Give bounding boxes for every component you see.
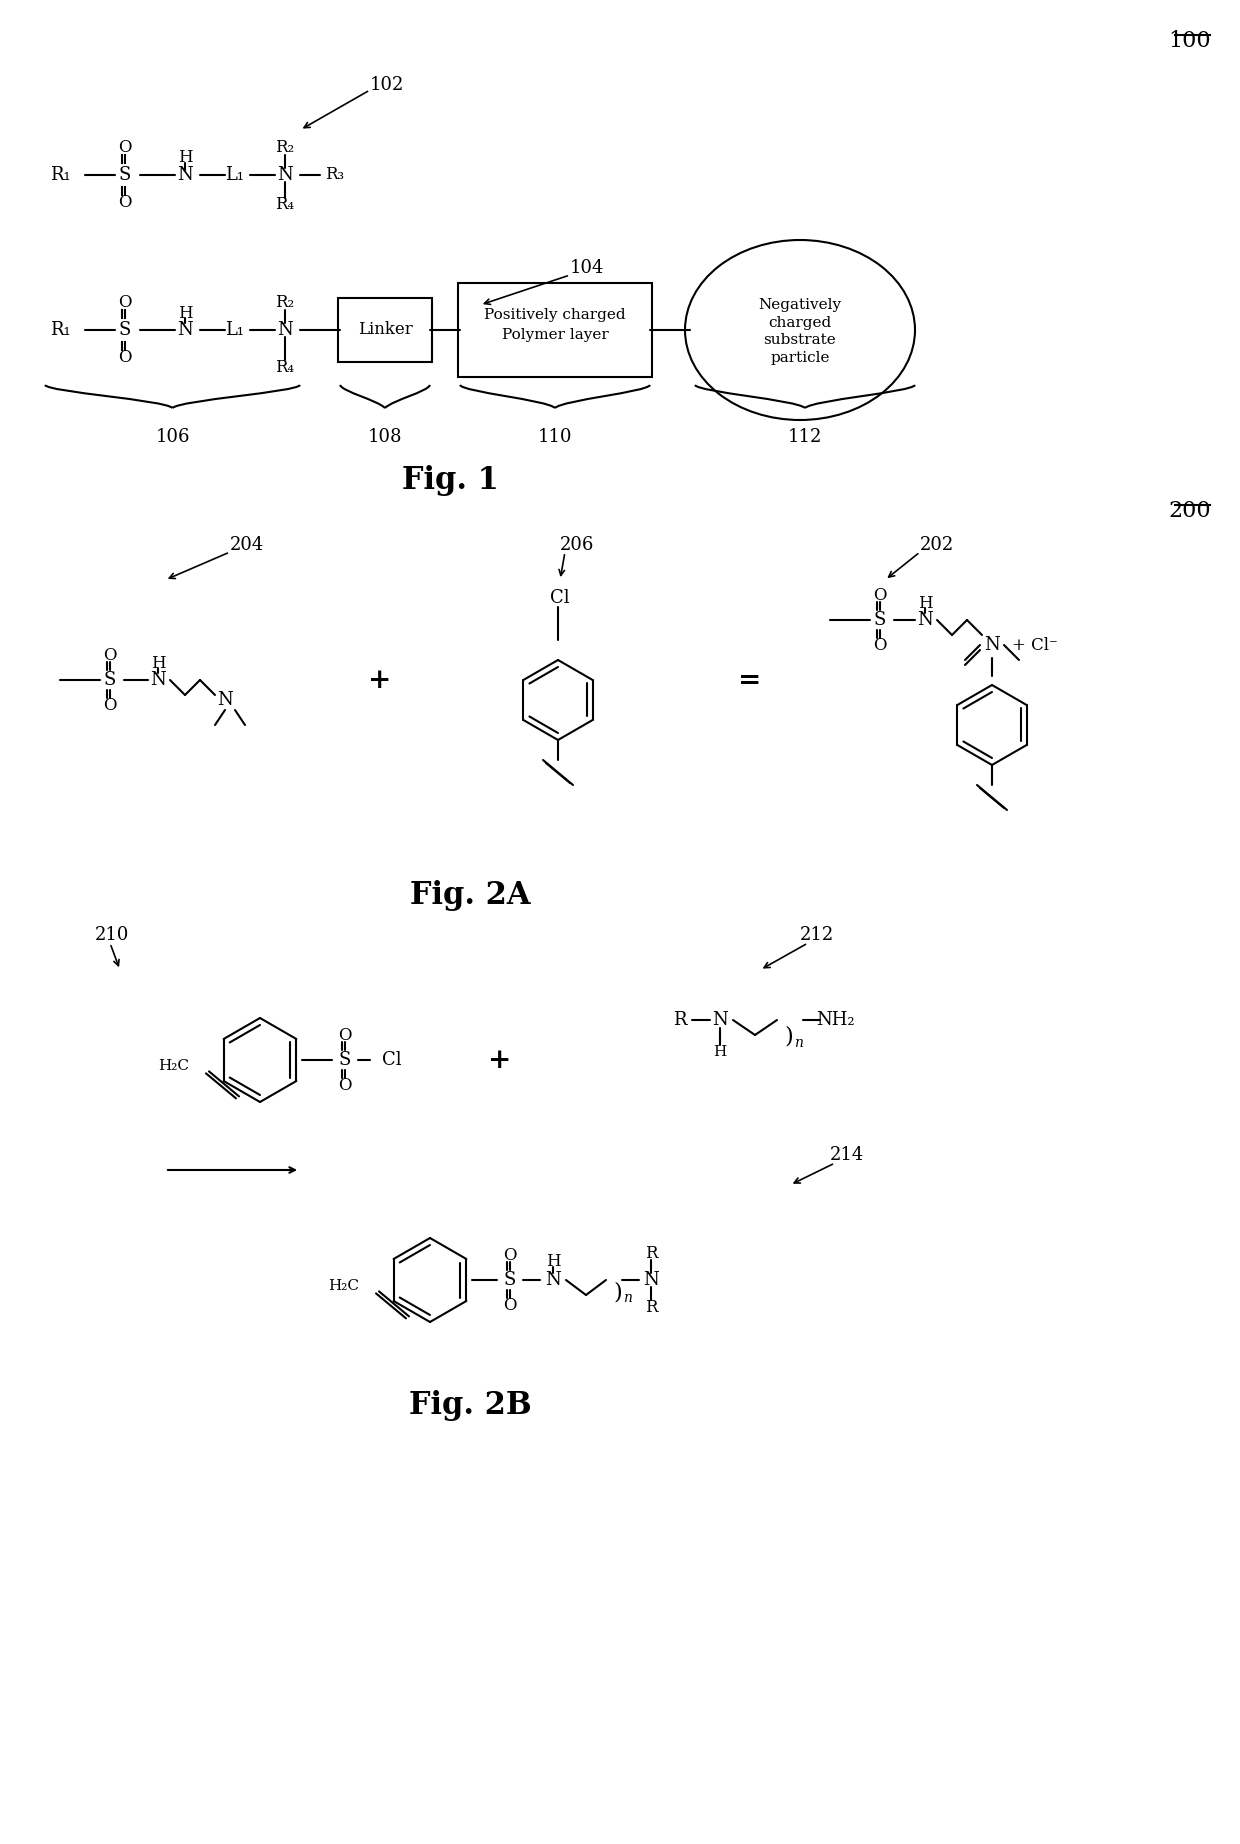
- Text: O: O: [503, 1247, 517, 1263]
- Text: 204: 204: [229, 537, 264, 553]
- Text: O: O: [103, 697, 117, 714]
- Text: Fig. 2A: Fig. 2A: [409, 880, 531, 911]
- Text: N: N: [177, 166, 193, 184]
- Text: n: n: [622, 1291, 631, 1306]
- Text: L₁: L₁: [226, 321, 244, 339]
- Text: N: N: [177, 321, 193, 339]
- Text: H: H: [918, 594, 932, 612]
- Text: N: N: [150, 671, 166, 690]
- Text: ): ): [614, 1282, 622, 1304]
- Text: Negatively: Negatively: [759, 299, 842, 312]
- Text: R₁: R₁: [50, 321, 71, 339]
- Text: S: S: [119, 321, 131, 339]
- Text: S: S: [339, 1051, 351, 1070]
- Text: Positively charged: Positively charged: [484, 308, 626, 323]
- Text: ): ): [785, 1025, 794, 1047]
- Text: N: N: [217, 692, 233, 708]
- Text: O: O: [503, 1296, 517, 1313]
- Text: R₄: R₄: [275, 197, 295, 214]
- Text: H: H: [177, 304, 192, 321]
- Text: H: H: [151, 655, 165, 671]
- Text: R₄: R₄: [275, 358, 295, 376]
- Text: 104: 104: [570, 258, 604, 277]
- Text: 206: 206: [560, 537, 594, 553]
- Text: N: N: [712, 1011, 728, 1029]
- Text: NH₂: NH₂: [816, 1011, 854, 1029]
- Text: O: O: [873, 636, 887, 653]
- Text: O: O: [339, 1077, 352, 1093]
- Text: O: O: [873, 586, 887, 603]
- Text: N: N: [918, 610, 932, 629]
- Text: N: N: [644, 1271, 658, 1289]
- Text: N: N: [277, 166, 293, 184]
- Text: Fig. 2B: Fig. 2B: [409, 1390, 531, 1422]
- Text: S: S: [119, 166, 131, 184]
- FancyBboxPatch shape: [458, 282, 652, 376]
- Text: +: +: [489, 1047, 512, 1073]
- Text: 210: 210: [95, 926, 129, 944]
- FancyBboxPatch shape: [339, 299, 432, 361]
- Text: N: N: [546, 1271, 560, 1289]
- Text: Linker: Linker: [357, 321, 413, 339]
- Text: H: H: [546, 1254, 560, 1271]
- Text: 100: 100: [1168, 30, 1211, 52]
- Text: Polymer layer: Polymer layer: [502, 328, 609, 341]
- Text: S: S: [874, 610, 887, 629]
- Text: R₂: R₂: [275, 140, 295, 157]
- Text: H₂C: H₂C: [157, 1058, 188, 1073]
- Text: n: n: [794, 1036, 802, 1049]
- Text: 112: 112: [787, 428, 822, 446]
- Text: R: R: [645, 1298, 657, 1315]
- Text: H: H: [713, 1046, 727, 1058]
- Ellipse shape: [684, 240, 915, 420]
- Text: =: =: [738, 666, 761, 693]
- Text: Cl: Cl: [382, 1051, 402, 1070]
- Text: R₂: R₂: [275, 295, 295, 312]
- Text: 106: 106: [155, 428, 190, 446]
- Text: S: S: [503, 1271, 516, 1289]
- Text: O: O: [118, 194, 131, 212]
- Text: O: O: [103, 647, 117, 664]
- Text: R₃: R₃: [325, 166, 345, 184]
- Text: S: S: [104, 671, 117, 690]
- Text: 108: 108: [368, 428, 402, 446]
- Text: Fig. 1: Fig. 1: [402, 465, 498, 496]
- Text: 102: 102: [370, 76, 404, 94]
- Text: Cl: Cl: [551, 588, 570, 607]
- Text: 202: 202: [920, 537, 955, 553]
- Text: H: H: [177, 149, 192, 166]
- Text: N: N: [277, 321, 293, 339]
- Text: charged: charged: [769, 315, 832, 330]
- Text: +: +: [368, 666, 392, 693]
- Text: R: R: [645, 1245, 657, 1261]
- Text: O: O: [118, 295, 131, 312]
- Text: H₂C: H₂C: [329, 1280, 360, 1293]
- Text: R₁: R₁: [50, 166, 71, 184]
- Text: substrate: substrate: [764, 334, 836, 347]
- Text: N: N: [985, 636, 999, 655]
- Text: 214: 214: [830, 1145, 864, 1164]
- Text: O: O: [118, 350, 131, 367]
- Text: R: R: [673, 1011, 687, 1029]
- Text: 212: 212: [800, 926, 835, 944]
- Text: + Cl⁻: + Cl⁻: [1012, 636, 1058, 653]
- Text: particle: particle: [770, 350, 830, 365]
- Text: 110: 110: [538, 428, 572, 446]
- Text: O: O: [339, 1027, 352, 1044]
- Text: O: O: [118, 140, 131, 157]
- Text: L₁: L₁: [226, 166, 244, 184]
- Text: 200: 200: [1168, 500, 1211, 522]
